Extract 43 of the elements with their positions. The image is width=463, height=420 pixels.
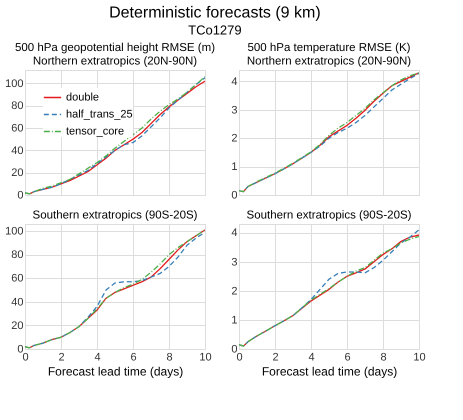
x-tick-label: 10 [199, 352, 212, 364]
legend-label: double [66, 92, 100, 104]
x-tick-label: 6 [130, 352, 137, 364]
legend-label: tensor_core [66, 126, 124, 138]
x-tick-label: 4 [308, 352, 315, 364]
chart-title: 500 hPa temperature RMSE (K) Northern extratropics (20N-90N) [246, 42, 412, 68]
text: TCo1279 [188, 22, 242, 38]
y-tick-label: 1 [231, 161, 238, 174]
x-tick-label: 8 [166, 352, 173, 364]
y-tick-label: 4 [231, 76, 238, 88]
y-tick-label: 80 [11, 100, 24, 112]
chart-title: Southern extratropics (90S-20S) [32, 210, 198, 222]
y-tick-label: 0 [17, 190, 24, 202]
y-tick-label: 60 [11, 122, 24, 135]
chart-title: 500 hPa geopotential height RMSE (m) Northern extratropics (20N-90N) [14, 42, 216, 68]
x-axis-title: Forecast lead time (days) [262, 364, 398, 378]
x-tick-label: 10 [413, 352, 426, 364]
y-tick-label: 80 [11, 249, 24, 262]
y-tick-label: 0 [231, 190, 238, 202]
y-tick-label: 0 [231, 344, 238, 356]
y-tick-label: 20 [11, 167, 24, 180]
legend-label: half_trans_25 [66, 108, 133, 120]
y-tick-label: 4 [231, 227, 238, 240]
y-tick-label: 40 [11, 296, 24, 308]
y-tick-label: 100 [5, 78, 24, 90]
y-tick-label: 3 [231, 104, 238, 116]
y-tick-label: 60 [11, 272, 24, 285]
x-tick-label: 6 [344, 352, 351, 364]
x-tick-label: 2 [58, 352, 65, 364]
y-tick-label: 100 [5, 226, 24, 238]
y-tick-label: 3 [231, 256, 238, 268]
chart-title: Southern extratropics (90S-20S) [246, 210, 412, 222]
y-tick-label: 2 [231, 285, 238, 298]
y-tick-label: 1 [231, 314, 238, 326]
x-tick-label: 4 [94, 352, 101, 364]
text: Deterministic forecasts (9 km) [109, 4, 321, 22]
y-tick-label: 40 [11, 144, 24, 157]
y-tick-label: 2 [231, 132, 238, 145]
x-tick-label: 8 [380, 352, 387, 364]
x-axis-title: Forecast lead time (days) [48, 364, 184, 378]
y-tick-label: 0 [17, 344, 24, 356]
x-tick-label: 2 [272, 352, 279, 364]
y-tick-label: 20 [11, 320, 24, 332]
